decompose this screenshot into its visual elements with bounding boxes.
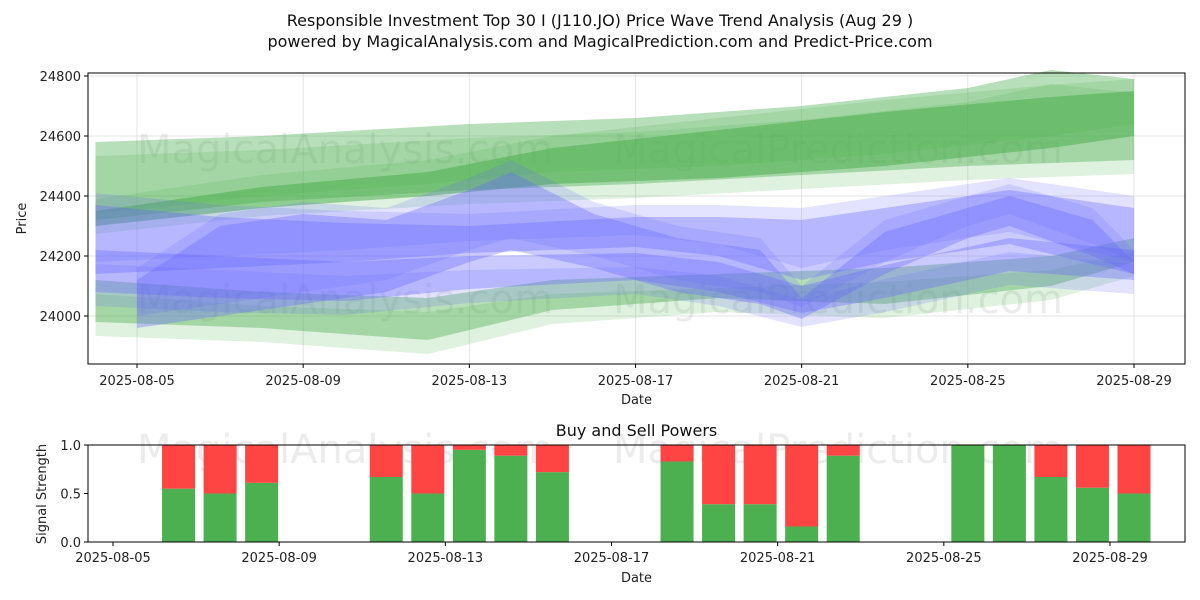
power-xaxis-label: Date — [621, 571, 652, 586]
price-wave-band-green-lower — [95, 238, 1134, 340]
buy-power-bar — [702, 504, 736, 542]
price-xtick-label: 2025-08-17 — [598, 374, 674, 389]
buy-power-bar — [992, 445, 1026, 542]
sell-power-bar — [203, 445, 237, 494]
price-wave-band-blue-band-2 — [95, 238, 1134, 313]
buy-power-bar — [162, 488, 196, 542]
buy-power-bar — [1075, 487, 1109, 542]
sell-power-bar — [702, 445, 736, 505]
buy-power-bar — [411, 493, 445, 542]
price-xaxis-label: Date — [621, 393, 652, 408]
buy-power-bar — [203, 493, 237, 542]
price-ytick-label: 24600 — [40, 130, 81, 145]
figure-title-line2: powered by MagicalAnalysis.com and Magic… — [267, 32, 932, 51]
buy-power-bar — [743, 504, 777, 542]
sell-power-bar — [411, 445, 445, 494]
price-yaxis-label: Price — [15, 203, 30, 235]
sell-power-bar — [1034, 445, 1068, 478]
sell-power-bar — [245, 445, 279, 483]
sell-power-bar — [535, 445, 569, 473]
price-wave-band-green-mid — [95, 91, 1134, 226]
buy-power-bar — [452, 449, 486, 542]
buy-power-bar — [660, 461, 694, 542]
sell-power-bar — [1117, 445, 1151, 494]
price-wave-band-echo-blue-wave — [137, 160, 1134, 316]
price-ytick-label: 24000 — [40, 310, 81, 325]
sell-power-bar — [826, 445, 860, 456]
buy-power-bar — [1034, 477, 1068, 542]
price-xtick-label: 2025-08-25 — [930, 374, 1006, 389]
buy-sell-power-panel: Buy and Sell PowersMagicalAnalysis.comMa… — [35, 421, 1186, 586]
price-ytick-label: 24800 — [40, 70, 81, 85]
price-ytick-label: 24200 — [40, 250, 81, 265]
buy-power-bar — [785, 526, 819, 542]
power-xtick-label: 2025-08-13 — [408, 551, 484, 566]
price-ytick-label: 24400 — [40, 190, 81, 205]
power-yaxis-label: Signal Strength — [35, 444, 50, 544]
buy-power-bar — [1117, 493, 1151, 542]
price-xtick-label: 2025-08-05 — [99, 374, 175, 389]
price-wave-band-echo-green-mid — [95, 79, 1134, 214]
power-xtick-label: 2025-08-09 — [241, 551, 317, 566]
power-xtick-label: 2025-08-21 — [740, 551, 816, 566]
power-ytick-label: 0.0 — [60, 536, 81, 551]
price-wave-band-blue-band-1 — [95, 190, 1134, 280]
buy-power-bar — [494, 455, 528, 542]
price-xtick-label: 2025-08-21 — [764, 374, 840, 389]
sell-power-bar — [494, 445, 528, 456]
price-plot-frame — [87, 72, 1186, 365]
sell-power-bar — [743, 445, 777, 505]
watermark-text: MagicalAnalysis.com — [137, 427, 553, 473]
power-ytick-label: 0.5 — [60, 488, 81, 503]
buy-power-bar — [951, 445, 985, 542]
buy-power-bar — [826, 455, 860, 542]
price-wave-band-echo-blue-band-2 — [95, 252, 1134, 327]
price-wave-band-echo-green-lower — [95, 252, 1134, 354]
sell-power-bar — [785, 445, 819, 527]
power-xtick-label: 2025-08-05 — [75, 551, 151, 566]
power-xtick-label: 2025-08-17 — [574, 551, 650, 566]
buy-power-bar — [245, 482, 279, 542]
figure-title-line1: Responsible Investment Top 30 I (J110.JO… — [287, 11, 914, 30]
power-xtick-label: 2025-08-25 — [906, 551, 982, 566]
price-wave-band-blue-wave — [137, 172, 1134, 328]
price-xtick-label: 2025-08-09 — [265, 374, 341, 389]
power-xtick-label: 2025-08-29 — [1072, 551, 1148, 566]
price-chart-panel: MagicalAnalysis.com MagicalPrediction.com… — [15, 70, 1186, 408]
watermark-text: MagicalPrediction.com — [613, 277, 1063, 323]
buy-power-bar — [369, 477, 403, 542]
sell-power-bar — [660, 445, 694, 462]
power-ytick-label: 1.0 — [60, 439, 81, 454]
sell-power-bar — [162, 445, 196, 489]
price-wave-band-echo-blue-band-1 — [95, 178, 1134, 268]
price-xtick-label: 2025-08-13 — [432, 374, 508, 389]
sell-power-bar — [369, 445, 403, 478]
power-chart-title: Buy and Sell Powers — [556, 421, 718, 440]
sell-power-bar — [452, 445, 486, 450]
watermark-text: MagicalAnalysis.com — [137, 277, 553, 323]
buy-power-bar — [535, 472, 569, 542]
price-xtick-label: 2025-08-29 — [1096, 374, 1172, 389]
sell-power-bar — [1075, 445, 1109, 488]
